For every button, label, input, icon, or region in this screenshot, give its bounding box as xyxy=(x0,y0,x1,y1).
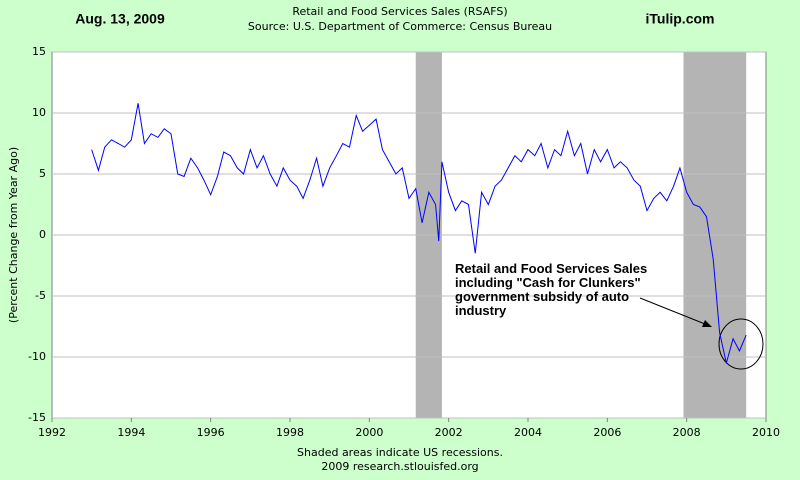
data-line xyxy=(91,103,747,364)
brand: iTulip.com xyxy=(646,11,715,27)
y-tick-label: -15 xyxy=(28,411,46,424)
footer: 2009 research.stlouisfed.org xyxy=(321,460,478,473)
chart-title: Retail and Food Services Sales (RSAFS) xyxy=(292,5,507,18)
date-label: Aug. 13, 2009 xyxy=(75,11,165,27)
y-tick-label: 5 xyxy=(39,167,46,180)
x-tick-label: 1996 xyxy=(197,426,225,439)
annotation-arrow xyxy=(639,297,711,327)
arrow-head xyxy=(702,320,712,327)
recession-layer xyxy=(52,51,766,419)
y-axis-label: (Percent Change from Year Ago) xyxy=(7,147,20,323)
x-tick-label: 1998 xyxy=(276,426,304,439)
y-tick-label: 10 xyxy=(32,106,46,119)
chart-subtitle: Source: U.S. Department of Commerce: Cen… xyxy=(248,20,552,33)
x-tick-label: 2004 xyxy=(514,426,542,439)
y-tick-label: 0 xyxy=(39,228,46,241)
x-tick-label: 2006 xyxy=(593,426,621,439)
footer: Shaded areas indicate US recessions. xyxy=(297,446,503,459)
y-tick-label: 15 xyxy=(32,45,46,58)
x-tick-label: 2000 xyxy=(355,426,383,439)
annotation-box: Retail and Food Services Sales including… xyxy=(455,262,648,318)
y-tick-label: -10 xyxy=(28,350,46,363)
x-tick-label: 2008 xyxy=(673,426,701,439)
x-tick-label: 1992 xyxy=(38,426,66,439)
annotation-circle xyxy=(718,318,764,370)
y-tick-label: -5 xyxy=(35,289,46,302)
x-tick-label: 2010 xyxy=(752,426,780,439)
x-tick-label: 2002 xyxy=(435,426,463,439)
annotation: Retail and Food Services Sales including… xyxy=(455,262,648,318)
x-tick-label: 1994 xyxy=(117,426,145,439)
